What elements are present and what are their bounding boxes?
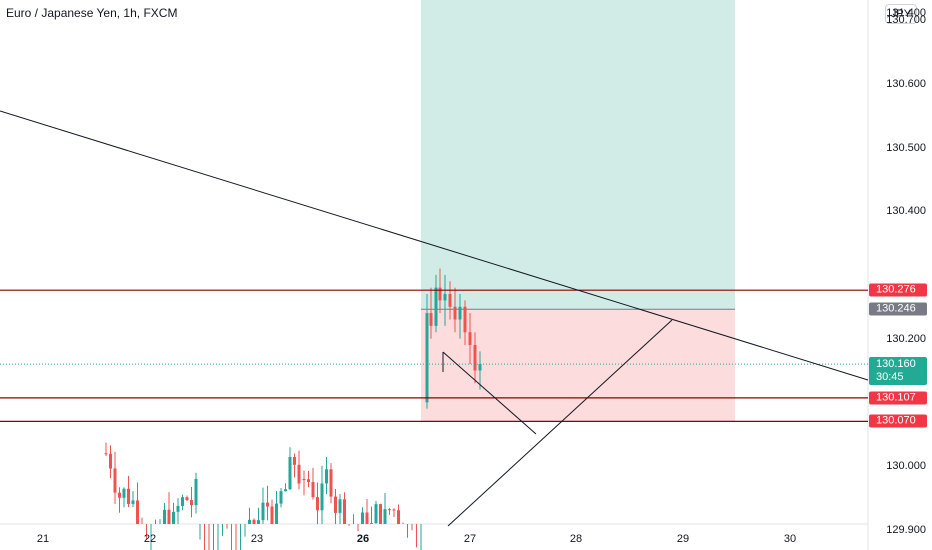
time-tick-label: 29 [676, 533, 690, 545]
time-tick-label: 27 [463, 533, 477, 545]
candle-body [397, 510, 400, 524]
candle-body [131, 500, 135, 504]
candle-body [190, 500, 193, 506]
candle-body [361, 512, 364, 524]
candle-body [438, 287, 442, 301]
candle-body [468, 332, 472, 345]
price-tick-label: 129.900 [886, 523, 926, 536]
time-tick-label: 30 [783, 533, 797, 545]
candle-body [311, 482, 315, 498]
candle-body [374, 504, 378, 524]
price-tick-label: 130.500 [886, 141, 926, 154]
candle-body [127, 488, 130, 504]
candle-body [338, 499, 342, 513]
candle-body [458, 306, 462, 320]
candle-body [473, 344, 477, 371]
price-tick-label: 130.400 [886, 205, 926, 218]
candle-body [343, 499, 346, 524]
currency-button[interactable]: JPY [885, 4, 917, 24]
candle-body [379, 504, 382, 524]
current-price-label: 130.160 [876, 358, 916, 371]
candle-body [302, 478, 306, 480]
time-tick-label: 22 [143, 533, 157, 545]
candle-body [122, 488, 126, 498]
candle-body [434, 287, 438, 326]
candle-body [316, 497, 319, 511]
candle-body [334, 496, 337, 513]
descending-trendline [0, 110, 869, 381]
candle-body [429, 313, 433, 326]
candle-body [181, 497, 184, 506]
bar-countdown: 30:45 [876, 371, 904, 384]
candle-body [307, 479, 310, 483]
candle-body [288, 457, 292, 490]
time-tick-label: 28 [569, 533, 583, 545]
candle-body [104, 453, 108, 455]
candle-body [113, 468, 117, 493]
loss-zone [421, 309, 735, 422]
candle-body [194, 478, 198, 506]
candle-body [365, 512, 369, 524]
price-tag: 130.276 [869, 283, 927, 297]
price-tick-label-top: 131.400 [886, 7, 926, 19]
time-tick-label: 23 [250, 533, 264, 545]
candle-body [248, 519, 251, 524]
candle-body [284, 489, 287, 492]
price-tick-label: 130.200 [886, 332, 926, 345]
candle-body [167, 509, 171, 524]
candle-body [478, 364, 482, 371]
candle-body [136, 500, 139, 524]
price-tag: 130.070 [869, 414, 927, 428]
price-tick-label: 130.600 [886, 77, 926, 90]
candle-body [388, 509, 391, 511]
ascending-trendline [447, 319, 673, 527]
candle-body [109, 453, 112, 469]
candle-body [448, 294, 452, 307]
candle-body [453, 306, 457, 320]
candle-body [297, 464, 301, 484]
candle-body [176, 505, 180, 512]
triangle-trendline [442, 351, 537, 435]
candle-body [425, 313, 429, 403]
candle-body [370, 523, 373, 524]
price-tag: 130.246 [869, 302, 927, 316]
candle-body [463, 306, 467, 333]
candle-body [163, 509, 166, 524]
candle-body [443, 294, 447, 301]
candle-body [329, 469, 333, 497]
current-price-tag: 130.160 30:45 [869, 357, 927, 386]
candle-body [261, 502, 265, 521]
candle-body [392, 509, 396, 511]
candle-body [293, 457, 296, 465]
candle-body [320, 483, 324, 511]
candle-body [257, 520, 260, 524]
candle-body [185, 497, 189, 501]
price-tick-label: 130.700 [886, 14, 926, 27]
candle-body [325, 469, 328, 484]
candle-body [252, 519, 256, 524]
time-tick-label: 26 [356, 533, 370, 545]
candle-body [172, 511, 175, 524]
candle-body [266, 502, 269, 507]
price-tick-label: 130.000 [886, 460, 926, 472]
candle-body [383, 509, 387, 524]
profit-zone [421, 0, 735, 310]
symbol-title: Euro / Japanese Yen, 1h, FXCM [6, 6, 178, 20]
candle-body [118, 492, 121, 498]
candle-body [279, 491, 283, 504]
time-tick-label: 21 [36, 533, 50, 545]
candle-body [270, 506, 274, 524]
candle-body [275, 503, 278, 524]
price-tag: 130.107 [869, 391, 927, 405]
